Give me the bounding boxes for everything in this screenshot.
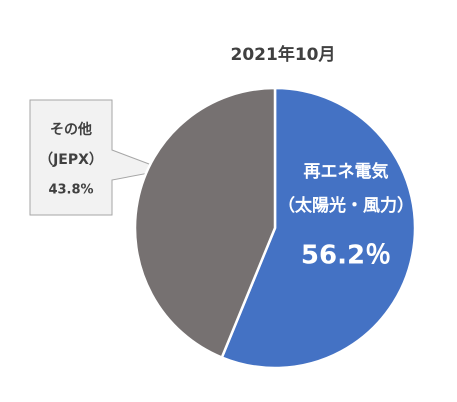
slice-label: （JEPX）	[39, 152, 103, 168]
callout-box	[29, 99, 167, 216]
value-label: 43.8%	[48, 183, 93, 198]
slice-label: （太陽光・風力）	[278, 195, 414, 216]
pie-slice	[133, 86, 277, 360]
pie	[133, 86, 417, 370]
slice-label: その他	[50, 121, 92, 138]
slice-label: 再エネ電気	[304, 161, 389, 182]
value-label: 56.2％	[301, 241, 391, 271]
chart-title: 2021年10月	[231, 44, 336, 65]
pie-slice	[220, 86, 417, 370]
